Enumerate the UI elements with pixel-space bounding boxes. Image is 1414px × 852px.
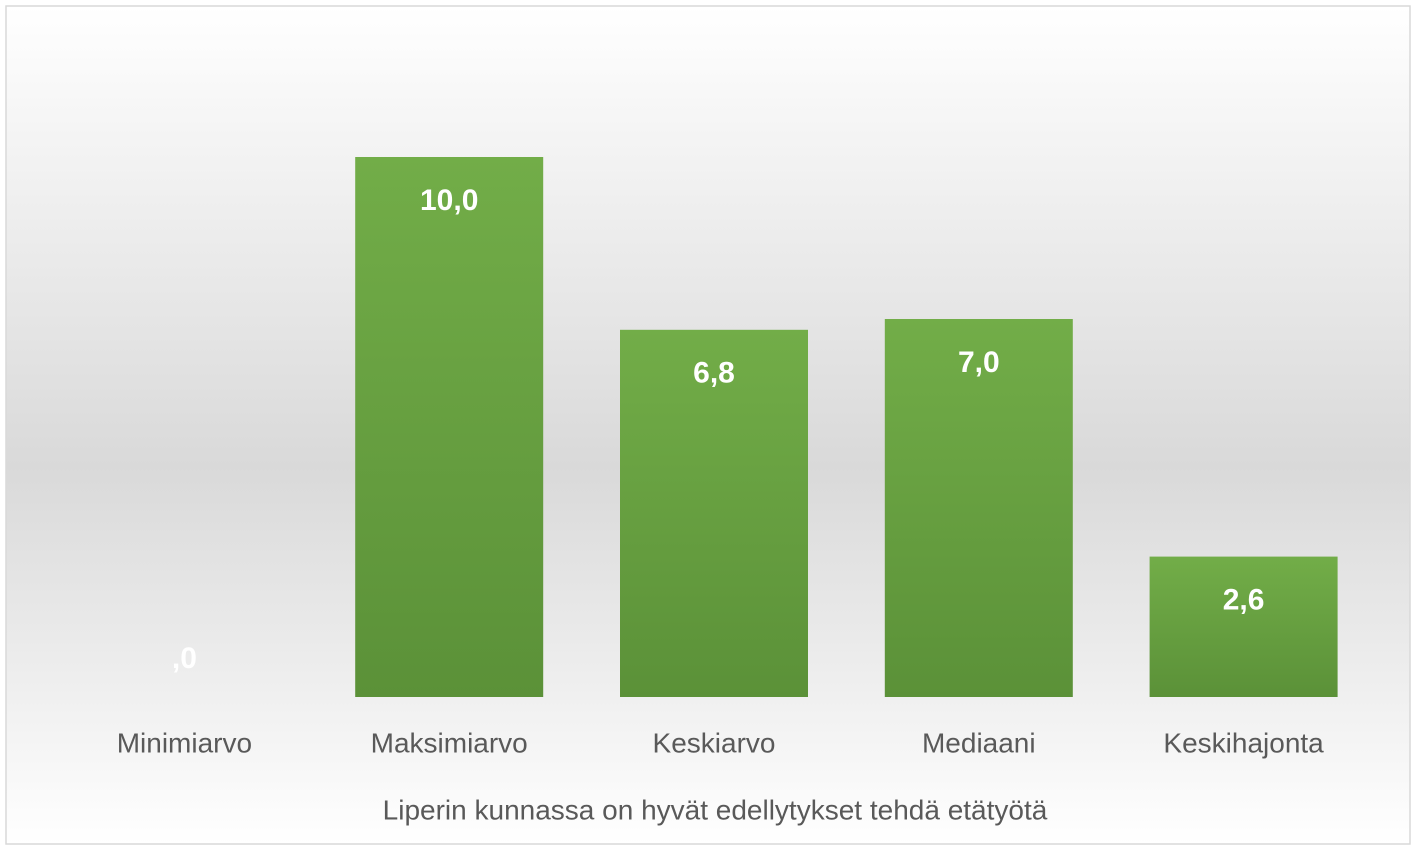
data-label: 6,8 <box>693 357 735 390</box>
bar <box>355 157 544 697</box>
x-tick-label: Maksimiarvo <box>371 727 528 758</box>
x-tick-label: Keskihajonta <box>1163 727 1324 758</box>
bar <box>884 319 1073 697</box>
data-label: 10,0 <box>420 184 478 217</box>
data-label: 2,6 <box>1223 584 1265 617</box>
data-label: ,0 <box>172 642 197 675</box>
bar <box>620 329 808 697</box>
bar <box>1149 556 1338 697</box>
x-tick-label: Minimiarvo <box>117 727 252 758</box>
data-label: 7,0 <box>958 346 1000 379</box>
x-tick-label: Mediaani <box>922 727 1036 758</box>
x-axis-title: Liperin kunnassa on hyvät edellytykset t… <box>383 794 1048 825</box>
x-tick-label: Keskiarvo <box>653 727 776 758</box>
